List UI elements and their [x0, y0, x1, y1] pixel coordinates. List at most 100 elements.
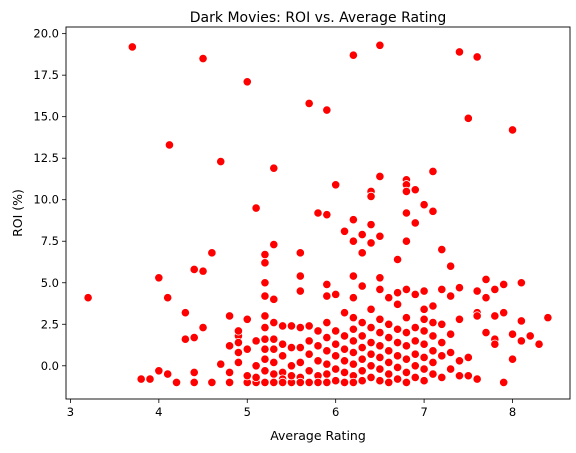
data-point [339, 226, 350, 236]
data-point [401, 284, 412, 294]
data-point [163, 369, 173, 379]
data-point [366, 337, 376, 348]
data-point [145, 374, 155, 384]
data-point [516, 278, 526, 288]
data-point [357, 354, 367, 364]
data-point [295, 322, 305, 333]
data-point [348, 324, 358, 334]
data-point [233, 326, 244, 336]
data-point [251, 372, 261, 383]
data-point [304, 336, 314, 346]
data-point [322, 332, 332, 343]
chart-title: Dark Movies: ROI vs. Average Rating [190, 10, 446, 26]
data-point [348, 336, 358, 346]
data-point [516, 316, 526, 326]
data-point [499, 279, 509, 290]
data-point [251, 336, 261, 346]
x-tick-label: 5 [244, 405, 251, 419]
data-point [507, 354, 518, 364]
x-tick-label: 7 [420, 405, 427, 419]
data-point [384, 346, 394, 356]
data-point [233, 337, 244, 348]
data-point [481, 327, 491, 338]
data-point [490, 311, 500, 321]
data-point [331, 326, 341, 336]
data-point [348, 347, 358, 358]
data-point [375, 376, 385, 386]
data-point [543, 313, 553, 323]
data-point [322, 377, 332, 387]
data-point [428, 357, 438, 368]
x-axis-label: Average Rating [270, 428, 366, 443]
data-point [428, 346, 438, 356]
data-point [446, 347, 456, 358]
data-point [286, 321, 297, 331]
data-point [269, 239, 279, 250]
data-point [401, 208, 412, 218]
data-point [375, 273, 385, 283]
data-point [313, 377, 323, 387]
data-point [366, 322, 376, 333]
data-point [242, 344, 252, 354]
data-point [419, 339, 429, 349]
data-point [437, 319, 447, 329]
data-point [242, 77, 252, 87]
data-point [375, 364, 385, 374]
y-tick-label: 0.0 [41, 359, 59, 373]
data-point [375, 40, 385, 50]
data-point [348, 313, 358, 323]
data-point [392, 299, 403, 309]
data-point [286, 361, 297, 371]
data-point [472, 374, 482, 384]
data-point [331, 376, 341, 386]
data-point [216, 359, 226, 369]
data-point [419, 304, 429, 314]
data-point [260, 354, 270, 364]
data-point [224, 311, 235, 321]
data-point [348, 236, 358, 246]
data-point [322, 369, 332, 379]
data-point [454, 283, 465, 293]
data-point [392, 254, 403, 265]
data-point [384, 332, 394, 343]
data-point [331, 180, 341, 190]
data-point [216, 156, 226, 167]
data-point [357, 248, 367, 258]
data-point [269, 357, 279, 368]
data-point [348, 293, 358, 303]
data-point [428, 331, 438, 341]
data-point [322, 291, 332, 301]
data-point [295, 377, 305, 387]
data-point [490, 339, 500, 349]
y-tick-label: 2.5 [41, 317, 59, 331]
data-point [357, 342, 367, 353]
data-point [313, 208, 323, 218]
x-tick-label: 8 [509, 405, 516, 419]
data-point [278, 339, 288, 349]
data-point [499, 377, 509, 387]
data-point [357, 366, 367, 376]
data-point [366, 349, 376, 359]
data-point [463, 371, 473, 381]
data-point [384, 369, 394, 379]
data-point [224, 367, 235, 378]
y-tick-label: 7.5 [41, 234, 59, 248]
y-tick-label: 17.5 [33, 68, 59, 82]
data-point [278, 377, 288, 387]
data-point [189, 367, 199, 378]
data-point [392, 351, 403, 361]
data-point [357, 318, 367, 328]
data-point [375, 171, 385, 182]
data-point [419, 314, 429, 324]
data-point [339, 356, 350, 366]
data-point [507, 329, 518, 339]
data-point [269, 369, 279, 379]
data-point [260, 344, 270, 354]
data-points [83, 40, 553, 387]
data-point [437, 372, 447, 383]
data-point [295, 342, 305, 353]
data-point [322, 346, 332, 356]
data-point [198, 266, 208, 276]
data-point [348, 271, 358, 281]
